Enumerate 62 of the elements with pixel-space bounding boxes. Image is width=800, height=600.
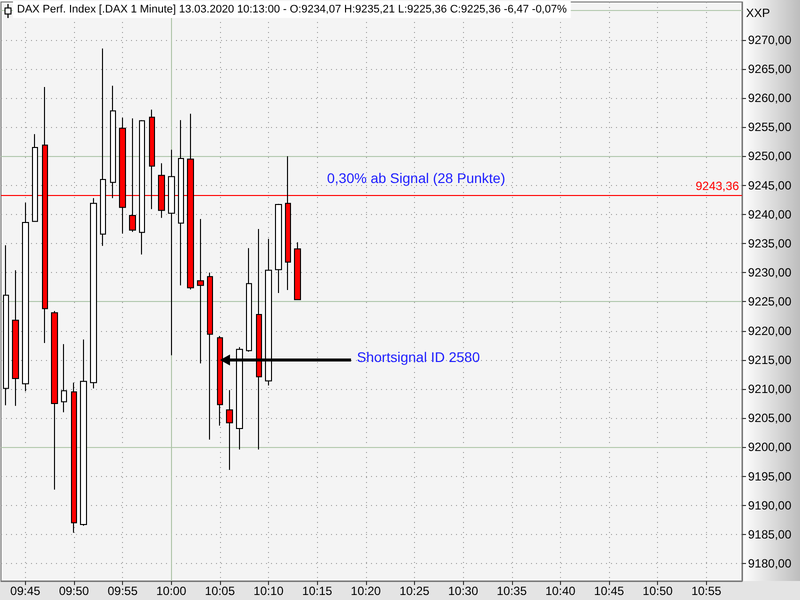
x-tick-label: 09:55 (108, 584, 138, 598)
y-tick-label: 9245,00 (748, 178, 792, 192)
y-tick-label: 9250,00 (748, 149, 792, 164)
x-tick-label: 10:40 (545, 584, 576, 598)
x-tick-label: 10:10 (254, 584, 284, 598)
candlestick (110, 85, 116, 199)
annotation: 0,30% ab Signal (28 Punkte) (327, 170, 506, 186)
candlestick (275, 203, 282, 294)
candlestick (71, 382, 77, 534)
y-tick-label: 9235,00 (748, 236, 792, 250)
y-tick-label: 9225,00 (748, 294, 792, 309)
candlestick (80, 339, 87, 526)
candlestick (3, 244, 9, 406)
x-tick-label: 10:25 (399, 584, 430, 598)
y-tick-label: 9205,00 (748, 411, 792, 426)
y-tick-label: 9255,00 (748, 120, 792, 134)
annotation: Shortsignal ID 2580 (356, 348, 480, 365)
candlestick (256, 228, 262, 450)
x-tick-label: 09:45 (10, 584, 41, 598)
candlestick (265, 238, 272, 386)
candlestick (61, 344, 67, 413)
x-tick-label: 10:45 (594, 584, 624, 598)
y-tick-label: 9230,00 (748, 266, 792, 280)
y-tick-label: 9220,00 (748, 324, 792, 338)
candlestick (22, 202, 29, 392)
candlestick (246, 248, 252, 352)
y-tick-label: 9180,00 (748, 556, 792, 571)
candlestick (226, 390, 233, 470)
candlestick (207, 272, 213, 440)
candlestick (197, 218, 204, 364)
chart-title: DAX Perf. Index [.DAX 1 Minute] 13.03.2020 10:13:00 - O:9234,07 H:9235,21 L:9225,36 C:9225,36 -6,47 -0,07% (17, 4, 567, 16)
y-tick-label: 9195,00 (748, 469, 792, 484)
x-tick-label: 10:50 (642, 584, 674, 598)
y-tick-label: 9190,00 (748, 498, 792, 512)
candlestick (294, 242, 301, 300)
y-tick-label: 9240,00 (748, 207, 792, 222)
candlestick (12, 270, 19, 406)
y-tick-label: 9260,00 (748, 91, 792, 106)
candlestick (32, 134, 38, 222)
candlestick (139, 120, 145, 256)
x-tick-label: 10:55 (691, 584, 722, 598)
candlestick (100, 48, 106, 246)
x-tick-label: 10:00 (156, 584, 187, 598)
candlestick (236, 346, 243, 450)
y-tick-label: 9270,00 (748, 32, 792, 47)
candlestick (51, 310, 58, 490)
x-tick-label: 10:20 (350, 584, 382, 598)
y-tick-label: 9185,00 (748, 527, 792, 542)
x-tick-label: 09:50 (58, 584, 90, 598)
y-axis-title: XXP (746, 6, 770, 20)
ref-line-label: 9243,36 (696, 178, 740, 193)
candlestick (217, 336, 223, 426)
candlestick (178, 120, 184, 286)
y-tick-label: 9200,00 (748, 440, 792, 454)
x-tick-label: 10:35 (496, 584, 528, 598)
y-tick-label: 9215,00 (748, 352, 792, 367)
candlestick (90, 198, 97, 389)
y-tick-label: 9210,00 (748, 382, 792, 396)
y-tick-label: 9265,00 (748, 62, 792, 76)
x-tick-label: 10:05 (204, 584, 236, 598)
x-tick-label: 10:30 (448, 584, 478, 598)
x-tick-label: 10:15 (302, 584, 333, 598)
